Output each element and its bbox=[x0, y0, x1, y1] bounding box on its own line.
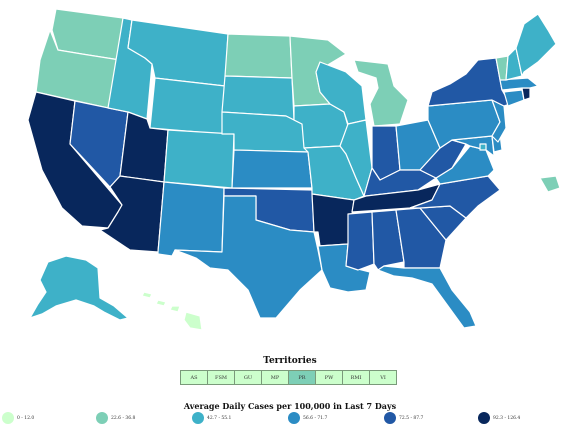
territories-title: Territories bbox=[263, 356, 317, 366]
legend-label: 72.5 - 87.7 bbox=[399, 415, 424, 421]
state-tx[interactable] bbox=[174, 195, 323, 319]
state-ms[interactable] bbox=[345, 211, 375, 271]
state-va[interactable] bbox=[435, 145, 495, 185]
legend-swatch bbox=[288, 412, 300, 424]
legend-label: 22.6 - 36.8 bbox=[111, 415, 136, 421]
state-ct[interactable] bbox=[503, 89, 525, 107]
territory-button-rmi[interactable]: RMI bbox=[342, 370, 370, 385]
state-dc[interactable] bbox=[479, 143, 487, 151]
state-me[interactable] bbox=[515, 13, 557, 77]
state-wy[interactable] bbox=[149, 77, 226, 135]
territory-button-mp[interactable]: MP bbox=[261, 370, 289, 385]
legend-item-b3: 42.7 - 55.1 bbox=[192, 410, 231, 426]
legend-label: 42.7 - 55.1 bbox=[207, 415, 232, 421]
territories-button-row: AS FSM GU MP PR PW RMI VI bbox=[180, 370, 404, 385]
legend-item-b5: 72.5 - 87.7 bbox=[384, 410, 423, 426]
legend-swatch bbox=[96, 412, 108, 424]
legend-item-b2: 22.6 - 36.8 bbox=[96, 410, 135, 426]
territory-button-gu[interactable]: GU bbox=[234, 370, 262, 385]
legend: 0 - 12.0 22.6 - 36.8 42.7 - 55.1 56.6 - … bbox=[0, 410, 580, 426]
legend-label: 56.6 - 71.7 bbox=[303, 415, 328, 421]
legend-swatch bbox=[2, 412, 14, 424]
legend-label: 0 - 12.0 bbox=[17, 415, 35, 421]
territory-button-fsm[interactable]: FSM bbox=[207, 370, 235, 385]
state-fl[interactable] bbox=[377, 265, 477, 329]
legend-swatch bbox=[384, 412, 396, 424]
state-ak[interactable] bbox=[29, 255, 129, 321]
territory-button-vi[interactable]: VI bbox=[369, 370, 397, 385]
state-wi[interactable] bbox=[315, 61, 367, 125]
state-nd[interactable] bbox=[224, 33, 293, 79]
us-map bbox=[27, 8, 561, 331]
territory-button-as[interactable]: AS bbox=[180, 370, 208, 385]
state-co[interactable] bbox=[163, 129, 235, 189]
legend-item-b1: 0 - 12.0 bbox=[2, 410, 34, 426]
legend-swatch bbox=[478, 412, 490, 424]
state-il[interactable] bbox=[339, 119, 373, 197]
legend-label: 92.3 - 126.4 bbox=[493, 415, 521, 421]
territory-button-pw[interactable]: PW bbox=[315, 370, 343, 385]
legend-title: Average Daily Cases per 100,000 in Last … bbox=[183, 401, 397, 411]
state-nm[interactable] bbox=[157, 181, 225, 257]
state-ks[interactable] bbox=[231, 149, 313, 189]
state-ri[interactable] bbox=[521, 87, 531, 101]
legend-swatch bbox=[192, 412, 204, 424]
legend-item-b6: 92.3 - 126.4 bbox=[478, 410, 520, 426]
state-pr[interactable] bbox=[539, 175, 561, 193]
state-ma[interactable] bbox=[499, 77, 539, 91]
state-hi[interactable] bbox=[141, 291, 203, 331]
legend-item-b4: 56.6 - 71.7 bbox=[288, 410, 327, 426]
territory-button-pr[interactable]: PR bbox=[288, 370, 316, 385]
